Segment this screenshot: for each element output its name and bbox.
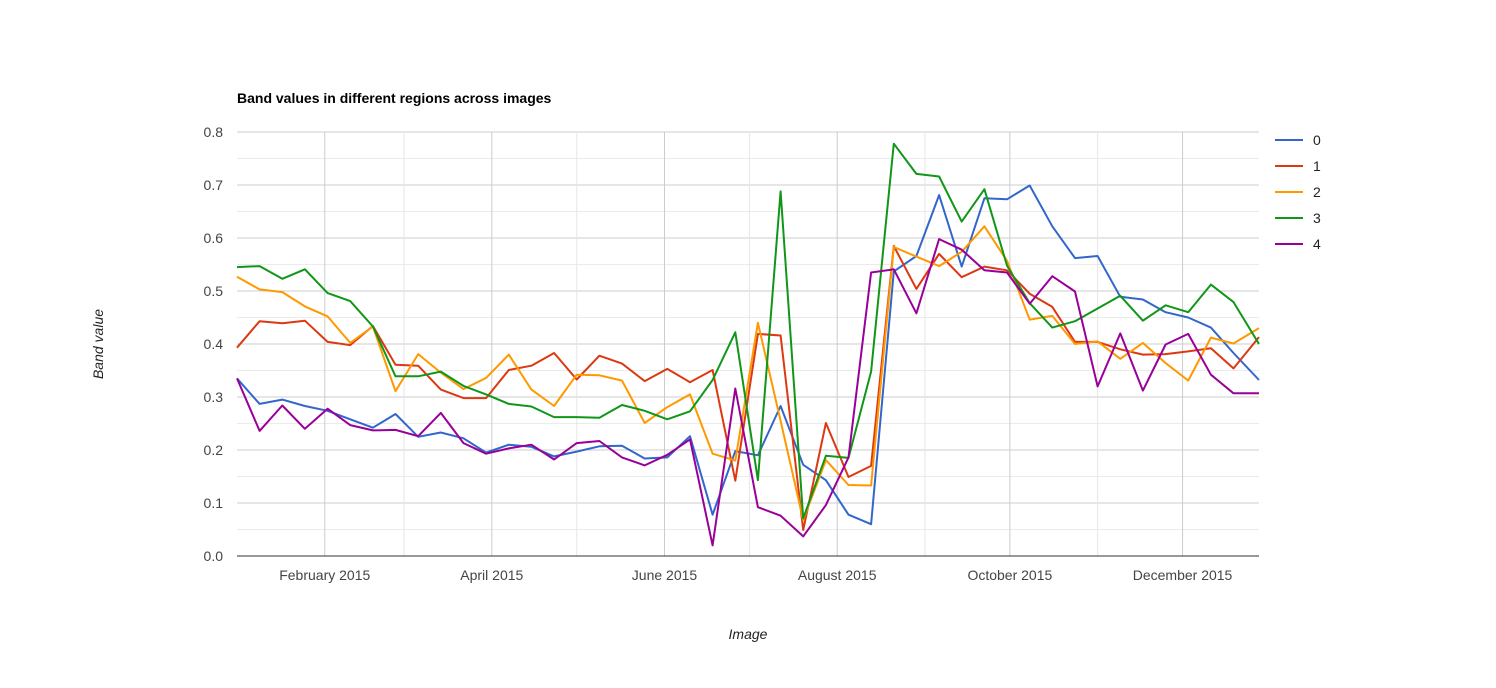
series-line-3 xyxy=(236,142,1260,520)
legend-label-0: 0 xyxy=(1313,132,1321,148)
series-line-0 xyxy=(236,184,1260,526)
y-tick-label: 0.0 xyxy=(204,548,224,564)
y-tick-label: 0.6 xyxy=(204,230,224,246)
series-line-4 xyxy=(236,238,1259,547)
y-tick-label: 0.2 xyxy=(204,442,224,458)
chart-title: Band values in different regions across … xyxy=(237,90,552,106)
legend-label-2: 2 xyxy=(1313,184,1321,200)
x-tick-label: February 2015 xyxy=(279,567,370,583)
x-tick-label: June 2015 xyxy=(632,567,698,583)
y-tick-label: 0.1 xyxy=(204,495,224,511)
y-tick-label: 0.4 xyxy=(204,336,224,352)
legend-label-4: 4 xyxy=(1313,236,1321,252)
x-tick-label: December 2015 xyxy=(1133,567,1233,583)
legend: 0 1 2 3 4 xyxy=(1275,132,1321,252)
gridlines xyxy=(237,131,1259,556)
axes: 0.0 0.1 0.2 0.3 0.4 0.5 0.6 0.7 0.8 February 2015… xyxy=(204,124,1259,583)
y-axis-title: Band value xyxy=(90,309,106,379)
x-tick-label: April 2015 xyxy=(460,567,523,583)
y-tick-label: 0.3 xyxy=(204,389,224,405)
y-tick-label: 0.8 xyxy=(204,124,224,140)
x-tick-label: October 2015 xyxy=(967,567,1052,583)
x-axis-title: Image xyxy=(729,626,768,642)
series-lines xyxy=(236,142,1260,547)
x-tick-label: August 2015 xyxy=(798,567,877,583)
legend-label-1: 1 xyxy=(1313,158,1321,174)
legend-label-3: 3 xyxy=(1313,210,1321,226)
y-tick-label: 0.7 xyxy=(204,177,224,193)
y-tick-label: 0.5 xyxy=(204,283,224,299)
